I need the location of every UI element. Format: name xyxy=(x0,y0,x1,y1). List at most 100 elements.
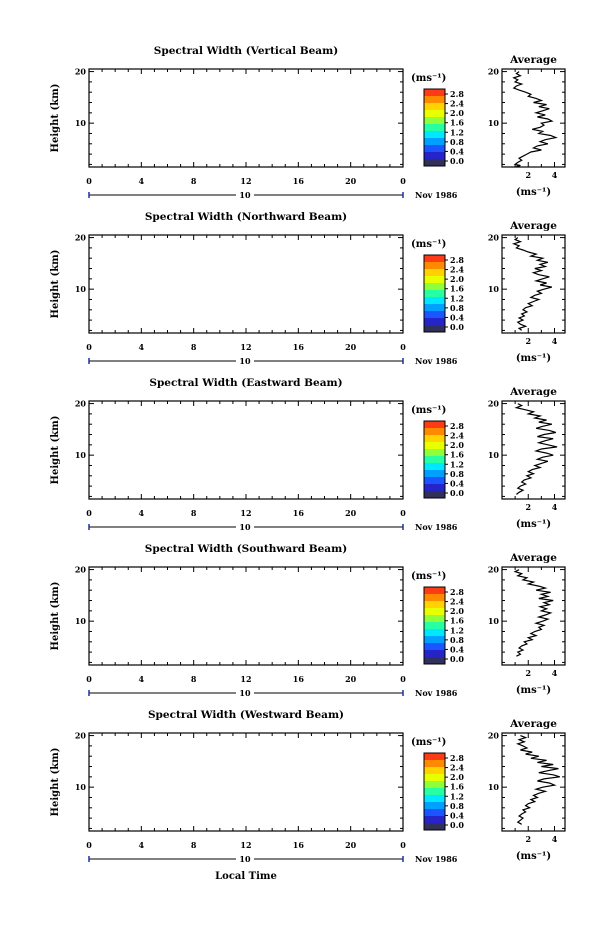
x-tick-label: 12 xyxy=(240,508,251,518)
colorbar-segment xyxy=(424,608,445,616)
colorbar-tick-label: 0.8 xyxy=(450,801,464,811)
colorbar-segment xyxy=(424,145,445,153)
x-tick-label: 4 xyxy=(139,508,145,518)
colorbar-segment xyxy=(424,442,445,450)
average-profile-line xyxy=(513,569,554,657)
colorbar-segment xyxy=(424,816,445,824)
avg-y-tick-label: 10 xyxy=(488,782,500,792)
average-unit-label: (ms⁻¹) xyxy=(516,353,551,364)
x-tick-label: 0 xyxy=(400,840,406,850)
x-tick-label: 20 xyxy=(345,508,357,518)
x-tick-label: 12 xyxy=(240,342,251,352)
y-tick-label: 20 xyxy=(75,399,87,409)
avg-x-tick-label: 2 xyxy=(525,170,531,180)
date-day-label: 10 xyxy=(239,522,251,532)
colorbar-segment xyxy=(424,802,445,810)
colorbar-tick-label: 1.6 xyxy=(450,118,464,128)
colorbar-segment xyxy=(424,138,445,146)
colorbar-tick-label: 0.8 xyxy=(450,303,464,313)
x-tick-label: 12 xyxy=(240,840,251,850)
avg-y-tick-label: 20 xyxy=(488,67,500,77)
y-tick-label: 10 xyxy=(75,782,87,792)
colorbar-tick-label: 0.4 xyxy=(450,146,464,156)
panel-title: Spectral Width (Northward Beam) xyxy=(145,211,347,223)
date-month-label: Nov 1986 xyxy=(415,854,458,864)
y-tick-label: 20 xyxy=(75,565,87,575)
colorbar-unit-label: (ms⁻¹) xyxy=(411,737,446,748)
x-tick-label: 12 xyxy=(240,674,251,684)
colorbar-segment xyxy=(424,159,445,167)
average-plot-area xyxy=(501,566,566,666)
colorbar-tick-label: 0.0 xyxy=(450,488,464,498)
y-tick-label: 10 xyxy=(75,118,87,128)
panel-3: Spectral Width (Eastward Beam)0 4 8 12 16 20 0… xyxy=(50,377,566,532)
date-month-label: Nov 1986 xyxy=(415,190,458,200)
avg-x-tick-label: 2 xyxy=(525,336,531,346)
colorbar-segment xyxy=(424,622,445,630)
average-unit-label: (ms⁻¹) xyxy=(516,519,551,530)
y-tick-label: 10 xyxy=(75,616,87,626)
colorbar-tick-label: 0.4 xyxy=(450,478,464,488)
colorbar-segment xyxy=(424,795,445,803)
date-month-label: Nov 1986 xyxy=(415,688,458,698)
average-unit-label: (ms⁻¹) xyxy=(516,187,551,198)
colorbar-segment xyxy=(424,636,445,644)
colorbar-segment xyxy=(424,657,445,665)
avg-x-tick-label: 4 xyxy=(552,170,558,180)
avg-y-tick-label: 20 xyxy=(488,399,500,409)
x-tick-label: 8 xyxy=(191,176,197,186)
colorbar-tick-label: 0.8 xyxy=(450,137,464,147)
average-profile-line xyxy=(514,403,558,495)
colorbar-segment xyxy=(424,601,445,609)
colorbar-segment xyxy=(424,304,445,312)
colorbar-tick-label: 2.8 xyxy=(450,255,464,265)
average-profile-line xyxy=(511,237,553,331)
y-axis-label: Height (km) xyxy=(50,582,61,651)
main-plot-area xyxy=(88,68,404,168)
colorbar-segment xyxy=(424,297,445,305)
colorbar-tick-label: 2.4 xyxy=(450,431,464,441)
colorbar-frame xyxy=(423,420,446,499)
colorbar-segment xyxy=(424,449,445,457)
colorbar-segment xyxy=(424,587,445,595)
colorbar-segment xyxy=(424,470,445,478)
panel-title: Spectral Width (Southward Beam) xyxy=(145,543,347,555)
y-tick-label: 20 xyxy=(75,731,87,741)
colorbar-segment xyxy=(424,767,445,775)
colorbar-tick-label: 1.2 xyxy=(450,625,464,635)
colorbar-unit-label: (ms⁻¹) xyxy=(411,73,446,84)
x-tick-label: 16 xyxy=(293,674,305,684)
main-plot-area xyxy=(88,234,404,334)
colorbar-segment xyxy=(424,152,445,160)
y-axis-label: Height (km) xyxy=(50,250,61,319)
avg-x-tick-label: 2 xyxy=(525,834,531,844)
y-axis-label: Height (km) xyxy=(50,84,61,153)
colorbar-tick-label: 0.8 xyxy=(450,469,464,479)
avg-x-tick-label: 4 xyxy=(552,336,558,346)
date-month-label: Nov 1986 xyxy=(415,522,458,532)
average-plot-area xyxy=(501,400,566,500)
x-tick-label: 0 xyxy=(86,342,92,352)
panel-title: Spectral Width (Eastward Beam) xyxy=(149,377,342,389)
colorbar-frame xyxy=(423,586,446,665)
average-title: Average xyxy=(509,552,557,564)
average-plot-area xyxy=(501,234,566,334)
average-plot-area xyxy=(501,68,566,168)
avg-y-tick-label: 10 xyxy=(488,284,500,294)
avg-x-tick-label: 4 xyxy=(552,502,558,512)
colorbar-unit-label: (ms⁻¹) xyxy=(411,571,446,582)
x-tick-label: 20 xyxy=(345,176,357,186)
colorbar-tick-label: 2.4 xyxy=(450,265,464,275)
colorbar-segment xyxy=(424,103,445,111)
colorbar-tick-label: 1.2 xyxy=(450,459,464,469)
x-tick-label: 8 xyxy=(191,342,197,352)
colorbar-segment xyxy=(424,463,445,471)
x-tick-label: 16 xyxy=(293,840,305,850)
avg-y-tick-label: 10 xyxy=(488,450,500,460)
avg-x-tick-label: 2 xyxy=(525,502,531,512)
colorbar-tick-label: 0.0 xyxy=(450,156,464,166)
x-tick-label: 4 xyxy=(139,674,145,684)
avg-y-tick-label: 20 xyxy=(488,565,500,575)
x-tick-label: 16 xyxy=(293,176,305,186)
colorbar-tick-label: 2.0 xyxy=(450,772,464,782)
